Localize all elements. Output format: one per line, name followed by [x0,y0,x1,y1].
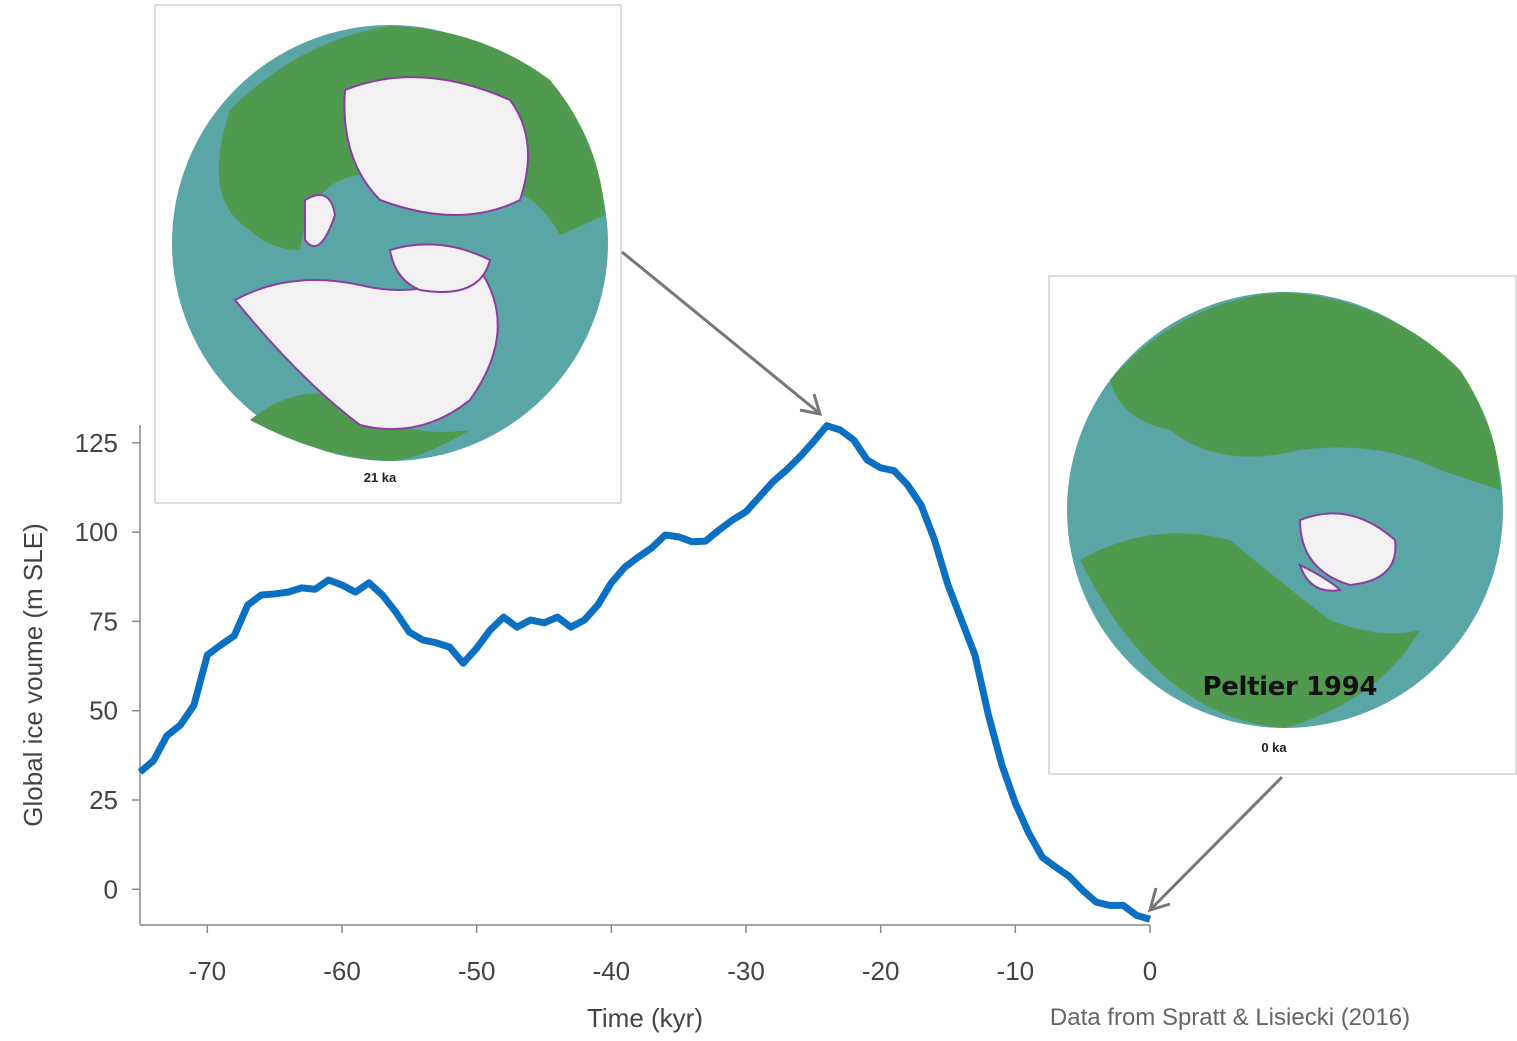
x-tick-label: -30 [727,956,765,986]
chart: 21 ka 0 ka Peltier 1994 Data from Spratt… [0,0,1517,1036]
x-tick-label: -50 [458,956,496,986]
map-inset-21ka [155,5,621,503]
x-tick-label: -40 [593,956,631,986]
y-tick-label: 0 [104,874,118,904]
inset-label: 21 ka [364,470,397,485]
x-tick-label: -60 [323,956,361,986]
x-tick-label: 0 [1143,956,1157,986]
x-axis-label: Time (kyr) [587,1003,703,1033]
source-note: Data from Spratt & Lisiecki (2016) [1050,1004,1410,1031]
y-tick-label: 100 [75,517,118,547]
y-tick-label: 75 [89,606,118,636]
y-tick-label: 50 [89,696,118,726]
y-axis-label: Global ice voume (m SLE) [18,523,48,826]
x-tick-label: -10 [997,956,1035,986]
reference-label: Peltier 1994 [1203,672,1378,702]
y-tick-label: 125 [75,428,118,458]
x-tick-label: -70 [189,956,227,986]
x-tick-label: -20 [862,956,900,986]
inset-label: 0 ka [1261,740,1287,755]
y-tick-label: 25 [89,785,118,815]
